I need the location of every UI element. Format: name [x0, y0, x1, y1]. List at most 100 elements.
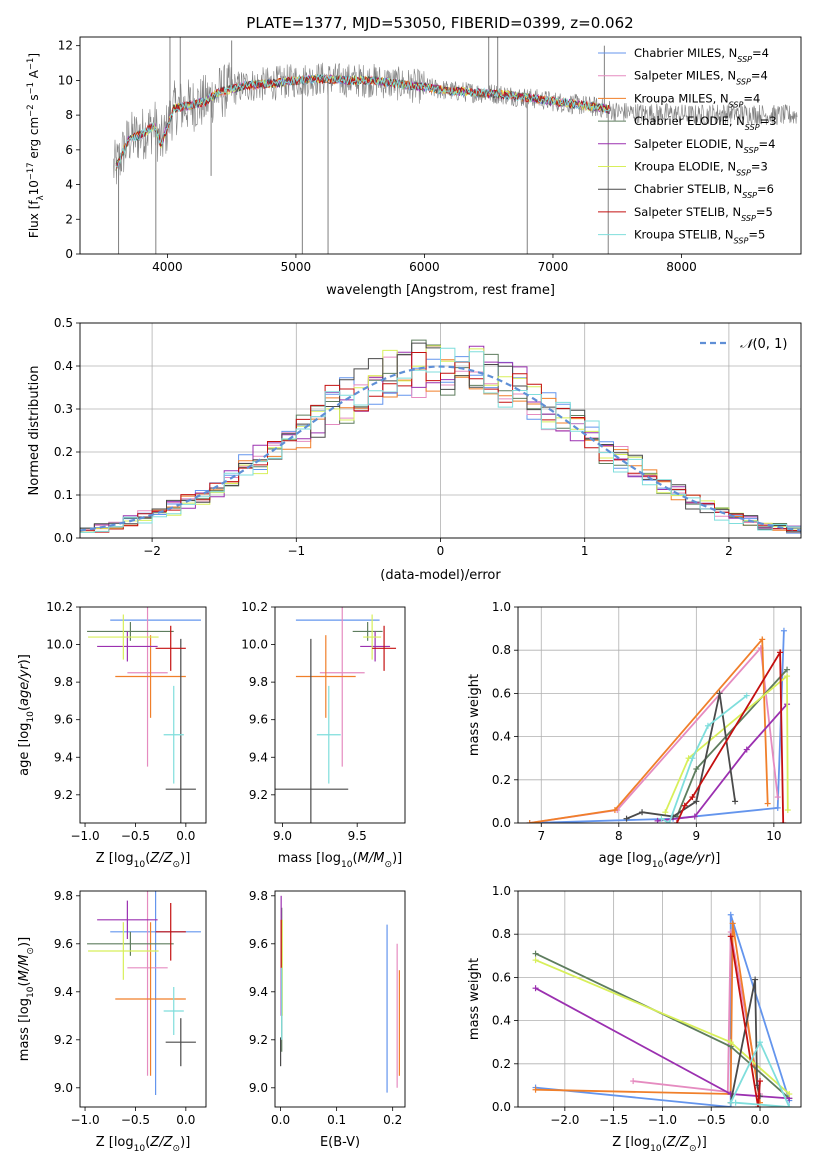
y-tick-label: 9.8: [54, 889, 73, 903]
x-tick-label: 0.0: [176, 1113, 195, 1127]
y-tick-label: 9.4: [54, 750, 73, 764]
y-tick-label: 9.6: [249, 713, 268, 727]
y-tick-label: 9.6: [54, 713, 73, 727]
label-part: =4: [743, 91, 760, 105]
label-part: 10: [134, 1144, 146, 1154]
x-tick-label: 9.5: [348, 829, 367, 843]
legend-label: Kroupa STELIB, NSSP=5: [634, 228, 765, 246]
label-part: (: [663, 851, 668, 866]
x-axis-label: mass [log10(M/M⊙)]: [278, 851, 402, 870]
series-line: [729, 936, 761, 1107]
label-part: ⊙: [173, 860, 181, 870]
y-tick-label: 0.2: [492, 1057, 511, 1071]
y-tick-label: 9.8: [249, 889, 268, 903]
y-axis-label: mass [log10(M/M⊙)]: [17, 937, 36, 1061]
label-part: (: [17, 706, 32, 711]
legend-label: Salpeter STELIB, NSSP=5: [634, 205, 773, 223]
label-part: SSP: [734, 236, 749, 245]
x-tick-label: −1.0: [70, 1113, 99, 1127]
x-tick-label: 0.2: [383, 1113, 402, 1127]
x-tick-label: 0.0: [750, 1113, 769, 1127]
label-part: SSP: [741, 213, 756, 222]
y-tick-label: 0.3: [54, 402, 73, 416]
label-part: SSP: [736, 77, 751, 86]
y-tick-label: 6: [65, 143, 73, 157]
x-tick-label: −1: [287, 544, 305, 558]
y-axis-label: Normed distribution: [27, 366, 42, 496]
axes-frame: [79, 322, 802, 539]
label-part: (: [662, 1135, 667, 1150]
series-line: [529, 645, 779, 823]
y-tick-label: 9.4: [54, 985, 73, 999]
label-part: 10: [27, 180, 41, 195]
label-part: Z/Z: [666, 1135, 690, 1150]
x-tick-label: 0.1: [327, 1113, 346, 1127]
x-axis-label: Z [log10(Z/Z⊙)]: [96, 851, 191, 870]
label-part: SSP: [736, 168, 751, 177]
label-part: ⊙: [689, 1144, 697, 1154]
y-tick-label: 10.0: [241, 638, 268, 652]
legend-label: Kroupa MILES, NSSP=4: [634, 91, 760, 109]
y-tick-label: 0.8: [492, 927, 511, 941]
plot-area: [532, 911, 793, 1107]
residuals-panel: −2 −1 0 1 2 0.0 0.1 0.2 0.3 0.4 0.5 (data-model)/er…: [27, 316, 802, 583]
x-tick-label: 7000: [538, 260, 569, 274]
label-part: s: [27, 94, 41, 104]
x-tick-label: 1: [581, 544, 589, 558]
series-line: [633, 931, 761, 1095]
label-part: Z/Z: [149, 1135, 173, 1150]
label-part: Salpeter MILES, N: [634, 69, 736, 83]
axes-frame: [274, 890, 406, 1108]
series-line: [729, 1040, 791, 1107]
label-part: erg cm: [27, 117, 41, 163]
y-tick-label: 9.8: [249, 675, 268, 689]
legend-label: Salpeter ELODIE, NSSP=4: [634, 137, 775, 155]
label-part: −2: [25, 104, 35, 116]
label-part: Flux [f: [27, 200, 41, 238]
y-tick-label: 1.0: [492, 600, 511, 614]
label-part: =3: [751, 160, 768, 174]
label-part: )]: [17, 654, 32, 664]
mass-vs-z-panel: −1.0 −0.5 0.09.09.29.49.69.8Z [log10(Z/Z⊙)…: [17, 889, 207, 1154]
label-part: SSP: [745, 123, 760, 132]
label-part: 10: [134, 860, 146, 870]
label-part: 10: [652, 860, 664, 870]
label-part: Chabrier ELODIE, N: [634, 114, 745, 128]
spectrum-panel: 4000 5000 6000 7000 8000 0 2 4 6 8 10 12 wavelength …: [25, 36, 802, 298]
legend-label: 𝒩(0, 1): [740, 337, 787, 352]
label-part: A: [27, 69, 41, 82]
x-axis-label: Z [log10(Z/Z⊙)]: [612, 1135, 707, 1154]
label-part: SSP: [737, 55, 752, 64]
label-part: 10: [341, 860, 353, 870]
y-tick-label: 12: [58, 39, 73, 53]
axes-frame: [274, 606, 406, 824]
y-tick-label: 0.8: [492, 643, 511, 657]
label-part: E(B-V): [320, 1135, 360, 1150]
label-part: Kroupa STELIB, N: [634, 228, 734, 242]
label-part: (: [17, 981, 32, 986]
weight-vs-z-panel: −2.0 −1.5 −1.0 −0.5 0.0 0.0 0.2 0.4 0.6 0.8 1.0 Z […: [467, 884, 802, 1154]
label-part: (: [145, 851, 150, 866]
label-part: 10: [26, 986, 36, 998]
label-part: )]: [697, 1135, 707, 1150]
x-tick-label: 2: [725, 544, 733, 558]
label-part: SSP: [729, 100, 744, 109]
plot-area: [87, 891, 201, 1095]
label-part: λ: [35, 195, 45, 200]
label-part: age [log: [599, 851, 652, 866]
label-part: −17: [25, 162, 35, 180]
y-tick-label: 8: [65, 108, 73, 122]
y-tick-label: 9.8: [54, 675, 73, 689]
x-axis-label: age [log10(age/yr)]: [599, 851, 721, 870]
label-part: 10: [650, 1144, 662, 1154]
plot-area: [275, 607, 397, 823]
y-tick-label: 9.2: [249, 1033, 268, 1047]
y-tick-label: 10.0: [46, 638, 73, 652]
axes-frame: [517, 890, 802, 1108]
y-tick-label: 0.4: [492, 730, 511, 744]
label-part: Kroupa ELODIE, N: [634, 160, 736, 174]
label-part: )]: [180, 1135, 190, 1150]
label-part: =4: [752, 46, 769, 60]
y-tick-label: 0.4: [492, 1014, 511, 1028]
